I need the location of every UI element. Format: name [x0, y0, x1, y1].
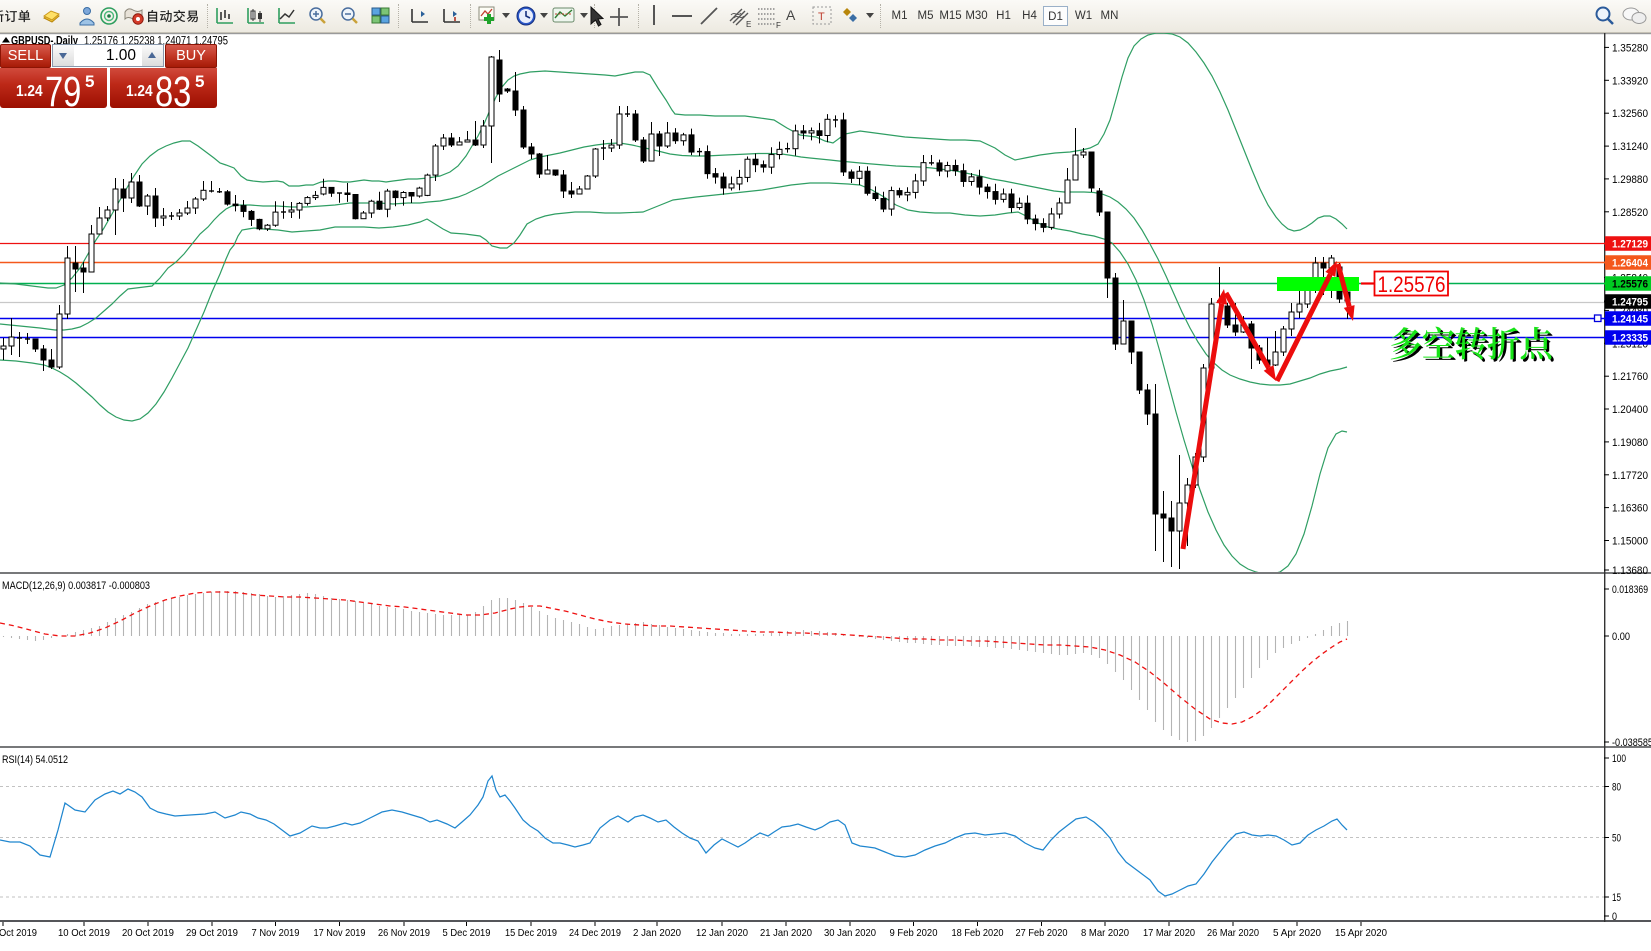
svg-text:1.20400: 1.20400	[1612, 404, 1648, 416]
svg-text:1.25576: 1.25576	[1378, 272, 1446, 297]
svg-text:1.25576: 1.25576	[1612, 279, 1648, 291]
svg-text:1.24795: 1.24795	[1612, 297, 1648, 309]
svg-text:15 Apr 2020: 15 Apr 2020	[1335, 927, 1387, 939]
svg-text:5 Apr 2020: 5 Apr 2020	[1273, 927, 1321, 939]
svg-text:-0.038585: -0.038585	[1612, 737, 1651, 749]
svg-text:MACD(12,26,9) 0.003817 -0.0008: MACD(12,26,9) 0.003817 -0.000803	[2, 580, 150, 592]
svg-text:8 Mar 2020: 8 Mar 2020	[1081, 927, 1129, 939]
svg-text:1.13680: 1.13680	[1612, 565, 1648, 577]
svg-text:15: 15	[1612, 892, 1621, 904]
svg-text:1.16360: 1.16360	[1612, 503, 1648, 515]
svg-text:1.28520: 1.28520	[1612, 207, 1648, 219]
svg-text:1.23335: 1.23335	[1612, 333, 1648, 345]
svg-text:1.31240: 1.31240	[1612, 141, 1648, 153]
svg-text:1.26404: 1.26404	[1612, 258, 1649, 270]
svg-text:1.35280: 1.35280	[1612, 42, 1648, 54]
svg-text:E: E	[746, 20, 751, 29]
svg-text:26 Mar 2020: 26 Mar 2020	[1207, 927, 1259, 939]
svg-text:15 Dec 2019: 15 Dec 2019	[505, 927, 557, 939]
svg-text:0.00: 0.00	[1612, 631, 1630, 643]
svg-text:12 Jan 2020: 12 Jan 2020	[696, 927, 748, 939]
svg-text:1.32560: 1.32560	[1612, 108, 1648, 120]
svg-text:1.29880: 1.29880	[1612, 174, 1648, 186]
svg-text:17 Mar 2020: 17 Mar 2020	[1143, 927, 1195, 939]
svg-text:50: 50	[1612, 833, 1621, 845]
svg-text:1.33920: 1.33920	[1612, 75, 1648, 87]
svg-text:29 Oct 2019: 29 Oct 2019	[186, 927, 238, 939]
svg-text:Oct 2019: Oct 2019	[0, 927, 37, 939]
svg-text:24 Dec 2019: 24 Dec 2019	[569, 927, 621, 939]
svg-text:21 Jan 2020: 21 Jan 2020	[760, 927, 812, 939]
svg-text:RSI(14) 54.0512: RSI(14) 54.0512	[2, 754, 68, 766]
svg-text:100: 100	[1612, 753, 1626, 765]
svg-text:0: 0	[1612, 911, 1617, 923]
svg-text:1.15000: 1.15000	[1612, 536, 1648, 548]
svg-text:20 Oct 2019: 20 Oct 2019	[122, 927, 174, 939]
svg-text:F: F	[776, 21, 781, 29]
svg-text:18 Feb 2020: 18 Feb 2020	[952, 927, 1004, 939]
svg-text:80: 80	[1612, 782, 1621, 794]
svg-text:0.018369: 0.018369	[1612, 584, 1648, 596]
svg-text:1.24145: 1.24145	[1612, 314, 1648, 326]
svg-text:5 Dec 2019: 5 Dec 2019	[443, 927, 491, 939]
svg-text:10 Oct 2019: 10 Oct 2019	[58, 927, 110, 939]
svg-text:27 Feb 2020: 27 Feb 2020	[1016, 927, 1068, 939]
svg-text:9 Feb 2020: 9 Feb 2020	[890, 927, 938, 939]
svg-text:1.21760: 1.21760	[1612, 371, 1648, 383]
svg-text:17 Nov 2019: 17 Nov 2019	[314, 927, 366, 939]
svg-text:1.17720: 1.17720	[1612, 470, 1648, 482]
svg-text:T: T	[818, 11, 825, 23]
svg-text:1.19080: 1.19080	[1612, 437, 1648, 449]
svg-text:1.27129: 1.27129	[1612, 239, 1648, 251]
svg-text:2 Jan 2020: 2 Jan 2020	[633, 927, 681, 939]
svg-text:30 Jan 2020: 30 Jan 2020	[824, 927, 876, 939]
svg-text:26 Nov 2019: 26 Nov 2019	[378, 927, 430, 939]
svg-text:7 Nov 2019: 7 Nov 2019	[252, 927, 300, 939]
